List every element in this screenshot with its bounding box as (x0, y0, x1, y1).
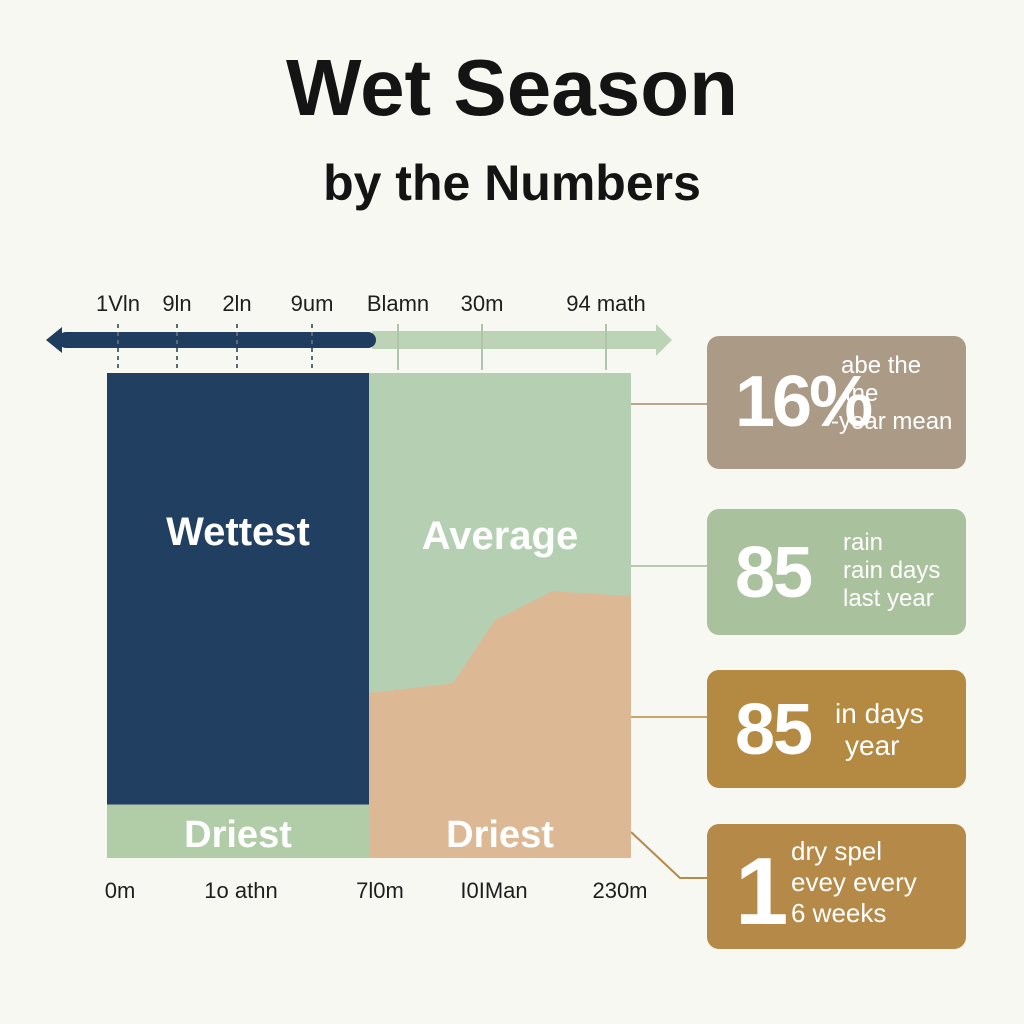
stat-line: -year mean (831, 408, 953, 435)
stat-value: 16% (735, 362, 873, 442)
region-label-driest: Driest (446, 814, 554, 856)
stat-line: last year (843, 585, 934, 612)
connector-line (630, 831, 707, 879)
stat-card-above-mean: 16% abe the tne -year mean (707, 336, 966, 469)
stat-card-dry-spell: 1 dry spel evey every 6 weeks (707, 824, 966, 949)
stat-description: dry spel evey every 6 weeks (791, 836, 917, 929)
stat-card-rain-days: 85 rain rain days last year (707, 509, 966, 635)
stat-line: in days (835, 698, 924, 729)
top-tick-label: 2ln (222, 291, 251, 316)
region-label-wettest: Wettest (166, 510, 310, 554)
stat-card-days-year: 85 in days year (707, 670, 966, 788)
driest-area (369, 591, 631, 858)
top-tick-label: Blamn (367, 291, 429, 316)
bottom-axis: 0m 1o athn 7l0m I0IMan 230m (105, 878, 648, 903)
timeline-arrow-head-right (656, 324, 672, 356)
stat-line: rain (843, 529, 884, 556)
stat-line: rain days (843, 557, 941, 584)
stat-description: rain rain days last year (843, 529, 940, 613)
timeline-arrow-light (372, 331, 658, 349)
region-label-average: Average (422, 514, 578, 558)
connector-lines (630, 403, 707, 879)
driest-region-left (107, 804, 369, 858)
chart-subtitle: by the Numbers (323, 155, 701, 211)
bottom-tick-label: 1o athn (204, 878, 277, 903)
region-label-driest: Driest (184, 814, 292, 856)
chart-title: Wet Season (286, 43, 738, 132)
timeline-arrow-head-left (46, 327, 62, 353)
top-axis: 1Vln 9ln 2ln 9um Blamn 30m 94 math (96, 291, 646, 370)
timeline-arrow (46, 324, 672, 356)
stat-line: evey every (791, 867, 917, 897)
stat-line: year (845, 730, 900, 761)
stat-description: in days year (835, 698, 924, 762)
stat-value: 85 (735, 533, 813, 613)
top-tick-label: 94 math (566, 291, 646, 316)
top-tick-label: 30m (461, 291, 504, 316)
region-labels: Wettest Average Driest Driest (166, 510, 578, 856)
stat-line: dry spel (791, 836, 883, 866)
top-tick-label: 9um (291, 291, 334, 316)
stat-value: 85 (735, 690, 813, 770)
stat-description: abe the tne -year mean (831, 352, 952, 436)
bottom-tick-label: 7l0m (356, 878, 404, 903)
stat-line: tne (845, 380, 879, 407)
timeline-arrow-dark (58, 332, 376, 348)
stat-value: 1 (735, 838, 789, 945)
stat-line: abe the (841, 352, 922, 379)
bottom-tick-label: I0IMan (460, 878, 527, 903)
bottom-tick-label: 230m (592, 878, 647, 903)
top-tick-label: 1Vln (96, 291, 140, 316)
bottom-tick-label: 0m (105, 878, 136, 903)
top-tick-label: 9ln (162, 291, 191, 316)
stat-line: 6 weeks (791, 898, 887, 928)
plot-area (107, 373, 631, 858)
wettest-region (107, 373, 369, 805)
